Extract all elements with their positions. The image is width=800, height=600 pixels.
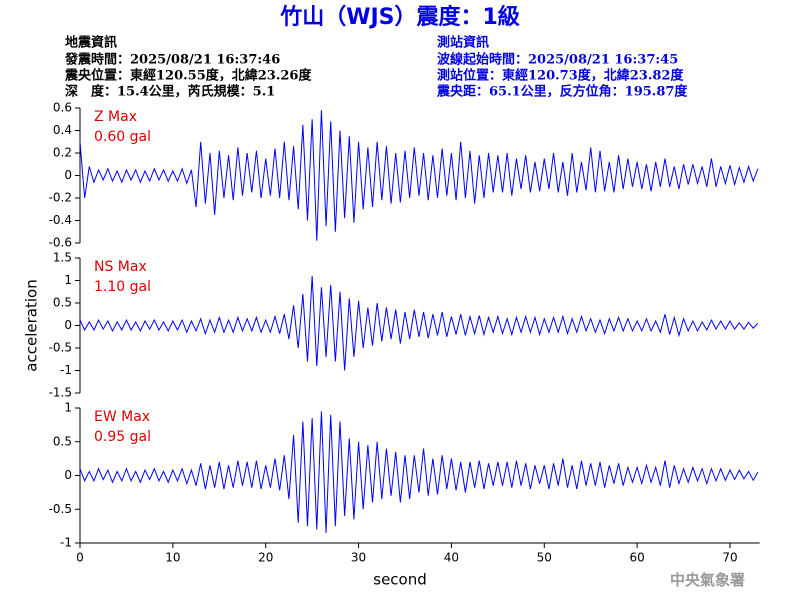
y-tick-label: 0.6 — [53, 101, 72, 115]
x-tick-label: 70 — [722, 551, 737, 565]
quake-info: 地震資訊 — [65, 35, 117, 51]
y-tick-label: -0.4 — [49, 213, 72, 227]
y-tick-label: -1 — [60, 363, 72, 377]
y-tick-label: 0 — [64, 318, 72, 332]
x-axis-label: second — [373, 571, 427, 589]
station-info: 測站資訊 — [437, 35, 489, 51]
max-label: EW Max — [94, 409, 150, 425]
y-tick-label: 0 — [64, 468, 72, 482]
y-tick-label: 0.4 — [53, 123, 72, 137]
quake-info: 發震時間：2025/08/21 16:37:46 — [64, 52, 280, 68]
title: 竹山（WJS）震度：1級 — [279, 4, 520, 30]
y-tick-label: -0.6 — [49, 236, 72, 250]
x-tick-label: 10 — [165, 551, 180, 565]
y-tick-label: -0.5 — [49, 502, 72, 516]
x-tick-label: 30 — [351, 551, 366, 565]
max-label: 1.10 gal — [94, 279, 151, 295]
x-tick-label: 60 — [630, 551, 645, 565]
quake-info: 深 度：15.4公里，芮氏規模：5.1 — [65, 84, 275, 100]
station-info: 波線起始時間：2025/08/21 16:37:45 — [437, 52, 678, 68]
watermark: 中央氣象署 — [670, 571, 745, 589]
y-tick-label: 1.5 — [53, 251, 72, 265]
x-tick-label: 40 — [444, 551, 459, 565]
max-label: Z Max — [94, 109, 137, 125]
x-tick-label: 20 — [258, 551, 273, 565]
y-tick-label: 0.5 — [53, 296, 72, 310]
y-tick-label: -1 — [60, 536, 72, 550]
y-tick-label: 1 — [64, 401, 72, 415]
waveform — [79, 110, 759, 241]
max-label: NS Max — [94, 259, 147, 275]
x-tick-label: 0 — [76, 551, 84, 565]
station-info: 測站位置：東經120.73度，北緯23.82度 — [437, 68, 684, 84]
waveform — [79, 275, 759, 371]
y-tick-label: -1.5 — [49, 386, 72, 400]
y-tick-label: 0.2 — [53, 146, 72, 160]
y-axis-label: acceleration — [23, 279, 41, 371]
y-tick-label: 1 — [64, 273, 72, 287]
max-label: 0.95 gal — [94, 429, 151, 445]
station-info: 震央距：65.1公里，反方位角：195.87度 — [436, 84, 688, 100]
waveform — [79, 411, 759, 533]
y-tick-label: 0.5 — [53, 434, 72, 448]
max-label: 0.60 gal — [94, 129, 151, 145]
x-tick-label: 50 — [537, 551, 552, 565]
quake-info: 震央位置：東經120.55度，北緯23.26度 — [64, 68, 312, 84]
y-tick-label: -0.5 — [49, 341, 72, 355]
y-tick-label: -0.2 — [49, 191, 72, 205]
y-tick-label: 0 — [64, 168, 72, 182]
